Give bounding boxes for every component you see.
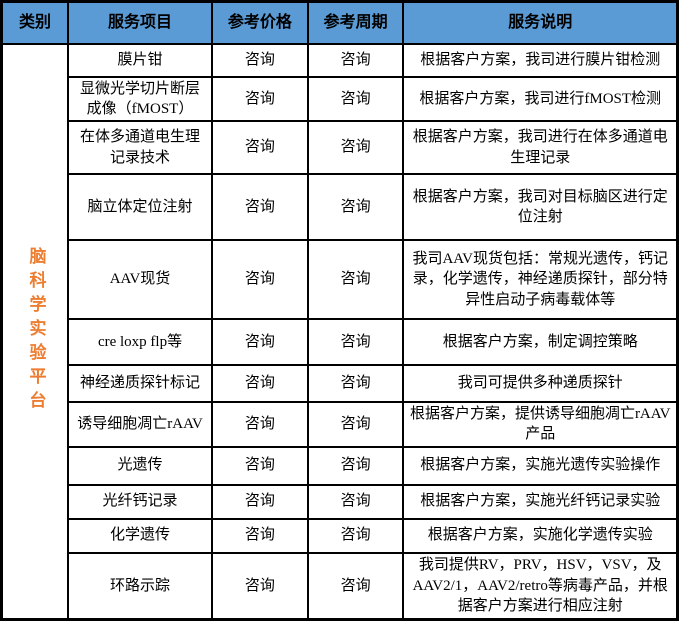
period-cell: 咨询 bbox=[306, 120, 405, 175]
description-cell: 我司提供RV，PRV，HSV，VSV，及AAV2/1，AAV2/retro等病毒… bbox=[402, 551, 679, 621]
table-row: 光纤钙记录 咨询 咨询 根据客户方案，实施光纤钙记录实验 bbox=[2, 483, 679, 520]
price-cell: 咨询 bbox=[211, 75, 309, 122]
table-header-row: 类别 服务项目 参考价格 参考周期 服务说明 bbox=[0, 0, 679, 45]
service-item-cell: 光遗传 bbox=[66, 445, 214, 486]
header-reference-period: 参考周期 bbox=[306, 0, 405, 45]
period-cell: 咨询 bbox=[306, 401, 405, 448]
service-item-cell: 化学遗传 bbox=[66, 517, 214, 554]
description-cell: 根据客户方案，制定调控策略 bbox=[402, 318, 679, 366]
description-cell: 根据客户方案，实施化学遗传实验 bbox=[402, 517, 679, 554]
header-category: 类别 bbox=[0, 0, 69, 45]
service-item-cell: 诱导细胞凋亡rAAV bbox=[66, 401, 214, 448]
period-cell: 咨询 bbox=[306, 173, 405, 241]
service-item-cell: 光纤钙记录 bbox=[66, 483, 214, 520]
table-row: 诱导细胞凋亡rAAV 咨询 咨询 根据客户方案，提供诱导细胞凋亡rAAV产品 bbox=[2, 401, 679, 448]
price-cell: 咨询 bbox=[211, 120, 309, 175]
table-row: 环路示踪 咨询 咨询 我司提供RV，PRV，HSV，VSV，及AAV2/1，AA… bbox=[2, 551, 679, 621]
category-label: 脑科学实验平台 bbox=[26, 247, 46, 416]
header-service-description: 服务说明 bbox=[402, 0, 679, 45]
price-cell: 咨询 bbox=[211, 551, 309, 621]
price-cell: 咨询 bbox=[211, 239, 309, 320]
period-cell: 咨询 bbox=[306, 364, 405, 403]
price-cell: 咨询 bbox=[211, 173, 309, 241]
description-cell: 根据客户方案，我司进行在体多通道电生理记录 bbox=[402, 120, 679, 175]
service-item-cell: 环路示踪 bbox=[66, 551, 214, 621]
table-row: 显微光学切片断层成像（fMOST） 咨询 咨询 根据客户方案，我司进行fMOST… bbox=[2, 75, 679, 122]
service-item-cell: 膜片钳 bbox=[66, 42, 214, 78]
price-cell: 咨询 bbox=[211, 42, 309, 78]
description-cell: 我司AAV现货包括：常规光遗传，钙记录，化学遗传，神经递质探针，部分特异性启动子… bbox=[402, 239, 679, 320]
description-cell: 根据客户方案，我司进行fMOST检测 bbox=[402, 75, 679, 122]
table-row: 神经递质探针标记 咨询 咨询 我司可提供多种递质探针 bbox=[2, 364, 679, 403]
period-cell: 咨询 bbox=[306, 239, 405, 320]
description-cell: 根据客户方案，我司对目标脑区进行定位注射 bbox=[402, 173, 679, 241]
category-cell: 脑科学实验平台 bbox=[0, 42, 69, 621]
description-cell: 根据客户方案，实施光纤钙记录实验 bbox=[402, 483, 679, 520]
period-cell: 咨询 bbox=[306, 318, 405, 366]
header-service-item: 服务项目 bbox=[66, 0, 214, 45]
price-cell: 咨询 bbox=[211, 517, 309, 554]
table-row: 脑立体定位注射 咨询 咨询 根据客户方案，我司对目标脑区进行定位注射 bbox=[2, 173, 679, 241]
period-cell: 咨询 bbox=[306, 483, 405, 520]
description-cell: 根据客户方案，提供诱导细胞凋亡rAAV产品 bbox=[402, 401, 679, 448]
period-cell: 咨询 bbox=[306, 42, 405, 78]
service-item-cell: cre loxp flp等 bbox=[66, 318, 214, 366]
table-row: 在体多通道电生理记录技术 咨询 咨询 根据客户方案，我司进行在体多通道电生理记录 bbox=[2, 120, 679, 175]
table-row: cre loxp flp等 咨询 咨询 根据客户方案，制定调控策略 bbox=[2, 318, 679, 366]
period-cell: 咨询 bbox=[306, 75, 405, 122]
table-row: 化学遗传 咨询 咨询 根据客户方案，实施化学遗传实验 bbox=[2, 517, 679, 554]
service-item-cell: 神经递质探针标记 bbox=[66, 364, 214, 403]
period-cell: 咨询 bbox=[306, 551, 405, 621]
price-cell: 咨询 bbox=[211, 401, 309, 448]
period-cell: 咨询 bbox=[306, 517, 405, 554]
description-cell: 我司可提供多种递质探针 bbox=[402, 364, 679, 403]
table-row: 光遗传 咨询 咨询 根据客户方案，实施光遗传实验操作 bbox=[2, 445, 679, 486]
description-cell: 根据客户方案，实施光遗传实验操作 bbox=[402, 445, 679, 486]
period-cell: 咨询 bbox=[306, 445, 405, 486]
price-cell: 咨询 bbox=[211, 364, 309, 403]
table-row: 脑科学实验平台 膜片钳 咨询 咨询 根据客户方案，我司进行膜片钳检测 bbox=[0, 42, 679, 621]
price-cell: 咨询 bbox=[211, 483, 309, 520]
price-cell: 咨询 bbox=[211, 318, 309, 366]
service-item-cell: AAV现货 bbox=[66, 239, 214, 320]
price-cell: 咨询 bbox=[211, 445, 309, 486]
table-row: AAV现货 咨询 咨询 我司AAV现货包括：常规光遗传，钙记录，化学遗传，神经递… bbox=[2, 239, 679, 320]
service-item-cell: 显微光学切片断层成像（fMOST） bbox=[66, 75, 214, 122]
service-item-cell: 脑立体定位注射 bbox=[66, 173, 214, 241]
service-item-cell: 在体多通道电生理记录技术 bbox=[66, 120, 214, 175]
description-cell: 根据客户方案，我司进行膜片钳检测 bbox=[402, 42, 679, 78]
header-reference-price: 参考价格 bbox=[211, 0, 309, 45]
